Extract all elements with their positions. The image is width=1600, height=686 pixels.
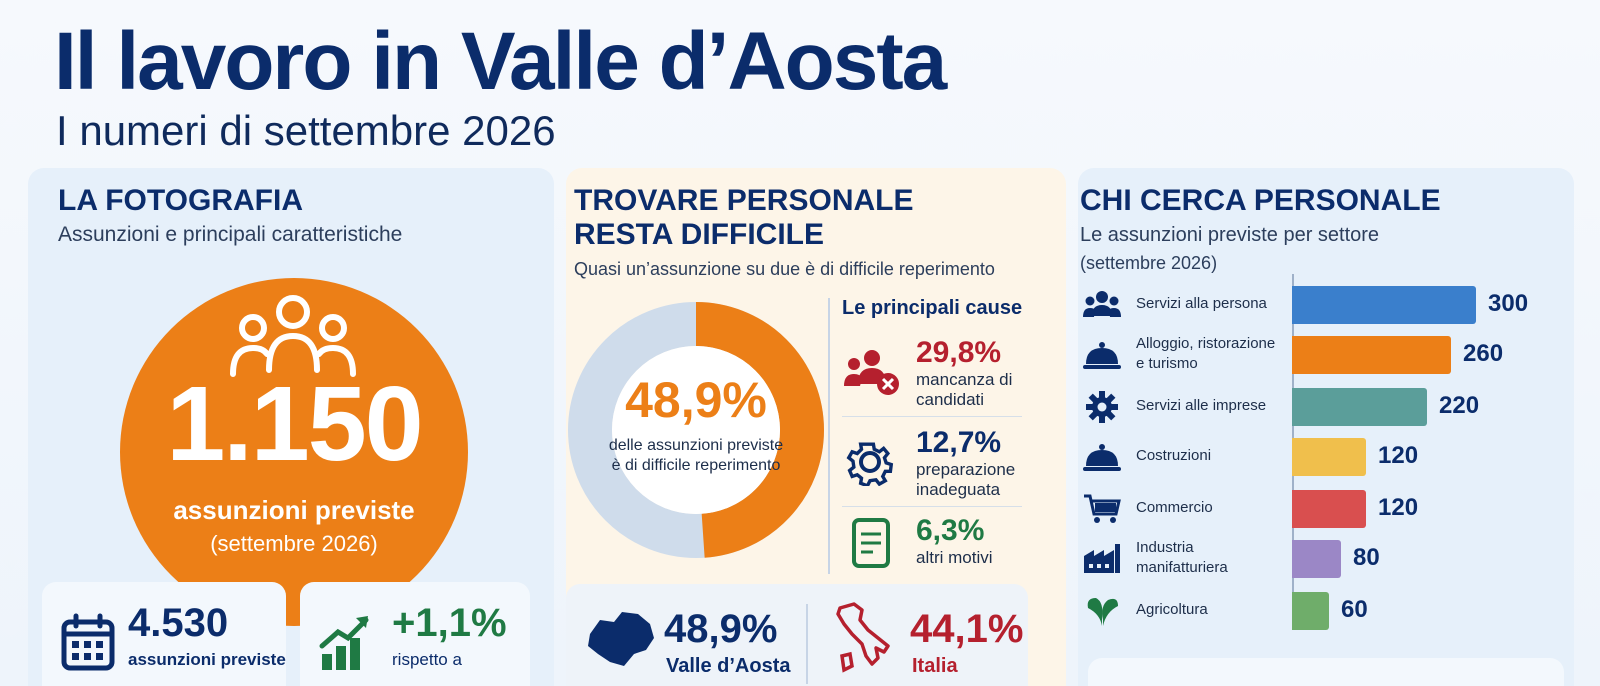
bar-row: Alloggio, ristorazione e turismo 260	[1078, 334, 1574, 374]
bar-value-label: 300	[1488, 290, 1529, 317]
bar-category-label: Servizi alla persona	[1136, 295, 1267, 312]
cause-value: 29,8%	[916, 336, 1002, 369]
difficolta-subtitle: Quasi un’assunzione su due è di difficil…	[574, 259, 995, 279]
cause-separator	[842, 416, 1022, 417]
stat-label: rispetto a	[392, 650, 462, 669]
stat-label: assunzioni previste	[128, 650, 286, 669]
stat-value: 4.530	[128, 601, 229, 645]
compare-value-italy: 44,1%	[910, 607, 1024, 651]
bar	[1292, 490, 1366, 528]
causes-title: Le principali cause	[842, 297, 1023, 319]
bar	[1292, 336, 1451, 374]
cause-value: 12,7%	[916, 426, 1002, 459]
cause-value: 6,3%	[916, 514, 985, 547]
stat-value: +1,1%	[392, 601, 507, 645]
valle-aosta-map-icon	[588, 612, 654, 666]
bar-category-label: Alloggio, ristorazione e turismo	[1136, 335, 1276, 372]
causes-divider	[828, 298, 830, 574]
cause-item: 6,3% altri motivi	[842, 514, 1022, 574]
bar-row: Costruzioni 120	[1078, 436, 1574, 476]
bar	[1292, 388, 1427, 426]
compare-separator	[806, 604, 808, 684]
bar-row: Servizi alla persona 300	[1078, 284, 1574, 324]
compare-card: 48,9% Valle d’Aosta 44,1% Italia	[566, 584, 1028, 686]
factory-icon	[1082, 542, 1122, 576]
cause-label: mancanza di candidati	[916, 370, 1013, 409]
people-group-icon	[1082, 288, 1122, 322]
settori-subtitle-line1: Le assunzioni previste per settore	[1080, 224, 1380, 246]
growth-chart-icon	[319, 616, 369, 670]
cause-label: altri motivi	[916, 548, 993, 567]
settori-subtitle-line2: (settembre 2026)	[1080, 253, 1218, 273]
gear-icon	[1082, 390, 1122, 424]
compare-value-vda: 48,9%	[664, 607, 778, 651]
italy-map-icon	[836, 602, 890, 673]
bar-value-label: 120	[1378, 494, 1419, 521]
bar-row: Agricoltura 60	[1078, 590, 1574, 630]
cloche-icon	[1082, 338, 1122, 372]
bar	[1292, 592, 1329, 630]
bar-category-label: Agricoltura	[1136, 601, 1208, 618]
difficulty-donut: 48,9% delle assunzioni previste è di dif…	[566, 300, 826, 560]
compare-label-italy: Italia	[912, 655, 958, 677]
settori-title: CHI CERCA PERSONALE	[1080, 184, 1441, 217]
settori-bottom-card	[1088, 658, 1564, 686]
bar-row: Industria manifatturiera 80	[1078, 538, 1574, 578]
fotografia-title: LA FOTOGRAFIA	[58, 184, 303, 217]
bar-category-label: Servizi alle imprese	[1136, 397, 1267, 414]
bar-row: Servizi alle imprese 220	[1078, 386, 1574, 426]
bar-row: Commercio 120	[1078, 488, 1574, 528]
people-icon	[230, 295, 356, 377]
document-icon	[852, 518, 890, 568]
bar-value-label: 260	[1463, 340, 1504, 367]
difficolta-title-line1: TROVARE PERSONALE	[574, 184, 914, 217]
bar	[1292, 540, 1341, 578]
difficolta-panel: TROVARE PERSONALE RESTA DIFFICILE Quasi …	[566, 168, 1066, 686]
calendar-icon	[61, 613, 115, 671]
bar-value-label: 80	[1353, 544, 1380, 571]
bar-value-label: 220	[1439, 392, 1480, 419]
cause-item: 12,7% preparazione inadeguata	[842, 426, 1022, 502]
fotografia-subtitle: Assunzioni e principali caratteristiche	[58, 223, 403, 246]
cloche-icon	[1082, 440, 1122, 474]
cart-icon	[1082, 492, 1122, 526]
bar	[1292, 286, 1476, 324]
fotografia-panel: LA FOTOGRAFIA Assunzioni e principali ca…	[28, 168, 554, 686]
bar-category-label: Costruzioni	[1136, 447, 1212, 464]
page-title: Il lavoro in Valle d’Aosta	[54, 16, 947, 107]
cause-label: preparazione inadeguata	[916, 460, 1016, 499]
hires-period: (settembre 2026)	[210, 531, 378, 556]
difficolta-title-line2: RESTA DIFFICILE	[574, 218, 824, 251]
compare-label-vda: Valle d’Aosta	[666, 655, 791, 677]
stat-card-quarter: 4.530 assunzioni previste	[42, 582, 286, 686]
stat-card-change: +1,1% rispetto a	[300, 582, 530, 686]
hires-label: assunzioni previste	[173, 495, 415, 525]
bar	[1292, 438, 1366, 476]
cause-item: 29,8% mancanza di candidati	[842, 336, 1022, 412]
settori-panel: CHI CERCA PERSONALE Le assunzioni previs…	[1078, 168, 1574, 686]
people-x-icon	[844, 350, 899, 395]
bar-category-label: Industria manifatturiera	[1136, 539, 1228, 576]
bar-category-label: Commercio	[1136, 499, 1213, 516]
leaf-icon	[1082, 594, 1122, 628]
hires-circle: 1.150 assunzioni previste (settembre 202…	[120, 278, 468, 626]
gear-icon	[846, 442, 894, 486]
bar-value-label: 60	[1341, 596, 1368, 623]
hires-total: 1.150	[166, 365, 423, 483]
donut-caption: delle assunzioni previste è di difficile…	[608, 437, 784, 474]
page-subtitle: I numeri di settembre 2026	[56, 107, 556, 154]
donut-value: 48,9%	[625, 372, 767, 428]
cause-separator	[842, 506, 1022, 507]
bar-value-label: 120	[1378, 442, 1419, 469]
